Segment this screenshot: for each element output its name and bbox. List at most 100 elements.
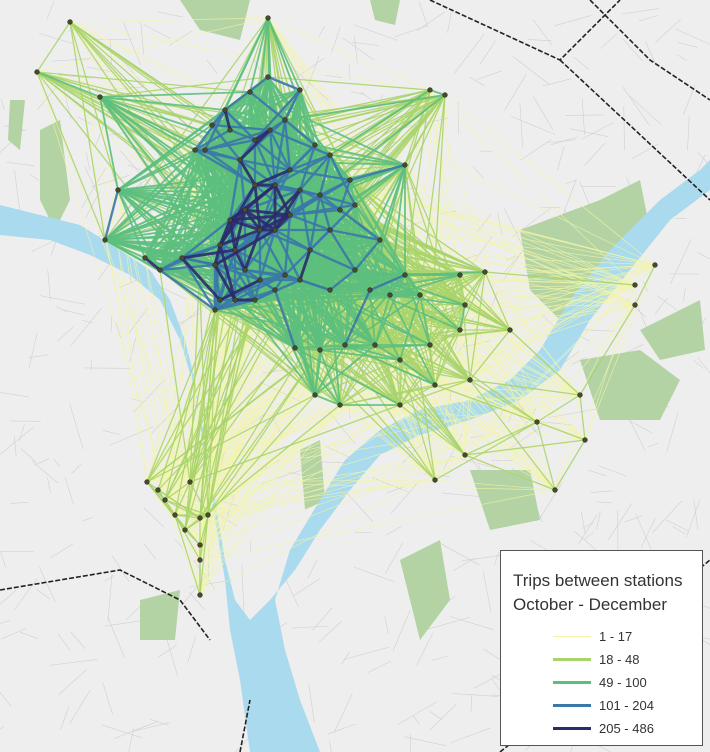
station-dot: [312, 392, 318, 398]
trip-line: [294, 347, 321, 351]
street: [638, 15, 658, 22]
street: [0, 589, 17, 605]
street: [49, 659, 98, 666]
trip-line: [294, 289, 371, 349]
trip-line: [184, 529, 201, 596]
trip-line: [464, 454, 556, 491]
station-dot: [182, 527, 188, 533]
trip-line: [634, 264, 656, 286]
trip-line: [464, 421, 538, 456]
station-dot: [197, 592, 203, 598]
trip-line: [218, 219, 232, 246]
street: [640, 517, 656, 548]
street: [672, 526, 686, 535]
trip-line: [389, 164, 406, 296]
street: [560, 179, 577, 221]
trip-line: [214, 263, 261, 282]
trip-line: [399, 294, 421, 361]
trip-line: [244, 269, 261, 281]
street: [19, 631, 39, 640]
street: [570, 743, 575, 752]
street: [64, 476, 74, 505]
street: [469, 76, 485, 86]
trip-line: [243, 229, 262, 271]
station-dot: [242, 267, 248, 273]
street: [308, 683, 315, 723]
trip-line: [338, 179, 352, 211]
trip-line: [189, 481, 556, 491]
trip-line: [254, 168, 291, 187]
station-dot: [577, 392, 583, 398]
trip-line: [199, 454, 466, 546]
street: [643, 281, 649, 292]
trip-line: [584, 264, 656, 441]
street: [569, 128, 609, 137]
trip-line: [349, 179, 421, 296]
station-dot: [442, 92, 448, 98]
street: [119, 150, 152, 188]
trip-line: [459, 271, 486, 331]
street: [241, 564, 245, 612]
trip-line: [159, 149, 196, 271]
street: [176, 311, 204, 325]
street: [57, 326, 74, 342]
trip-line: [554, 439, 586, 491]
trip-line: [464, 271, 486, 306]
potomac-river: [0, 160, 710, 752]
trip-line: [146, 481, 201, 561]
trip-line: [159, 269, 191, 483]
station-dot: [387, 292, 393, 298]
street: [582, 98, 585, 136]
street: [472, 166, 484, 179]
trip-line: [180, 257, 222, 301]
trip-line: [329, 289, 346, 346]
trip-line: [36, 71, 226, 111]
street: [260, 381, 301, 402]
street: [57, 633, 71, 651]
trip-line: [184, 421, 538, 531]
station-dot: [272, 287, 278, 293]
station-dot: [482, 269, 488, 275]
street: [504, 208, 524, 247]
station-dot: [297, 277, 303, 283]
trip-line: [174, 481, 191, 516]
trip-line: [329, 228, 381, 242]
trip-line: [244, 268, 301, 282]
street: [30, 174, 40, 181]
street: [596, 511, 601, 530]
station-dot: [265, 15, 271, 21]
street: [548, 408, 597, 418]
station-dot: [272, 182, 278, 188]
street: [693, 499, 699, 530]
street: [624, 515, 643, 523]
trip-line: [289, 203, 356, 217]
trip-line: [249, 91, 286, 121]
street: [331, 27, 341, 53]
trip-line: [554, 304, 636, 491]
trip-line: [174, 394, 581, 516]
trip-line: [464, 304, 511, 331]
trip-line: [339, 404, 538, 423]
station-dot: [192, 147, 198, 153]
trip-line: [298, 249, 312, 281]
trip-line: [199, 349, 321, 519]
station-dot: [247, 89, 253, 95]
trip-line: [269, 128, 331, 157]
trip-line: [579, 284, 636, 396]
legend-label: 205 - 486: [599, 720, 654, 736]
trip-line: [144, 257, 186, 531]
street: [367, 660, 392, 673]
trip-line: [374, 294, 391, 346]
trip-line: [349, 89, 431, 181]
street: [372, 477, 409, 493]
trip-line: [484, 271, 511, 331]
street: [635, 513, 652, 551]
trip-line: [228, 219, 237, 251]
station-dot: [209, 122, 215, 128]
trip-line: [344, 269, 356, 346]
street: [628, 420, 653, 434]
street: [135, 178, 148, 188]
park-area: [40, 120, 70, 230]
street: [353, 566, 395, 582]
station-dot: [337, 402, 343, 408]
